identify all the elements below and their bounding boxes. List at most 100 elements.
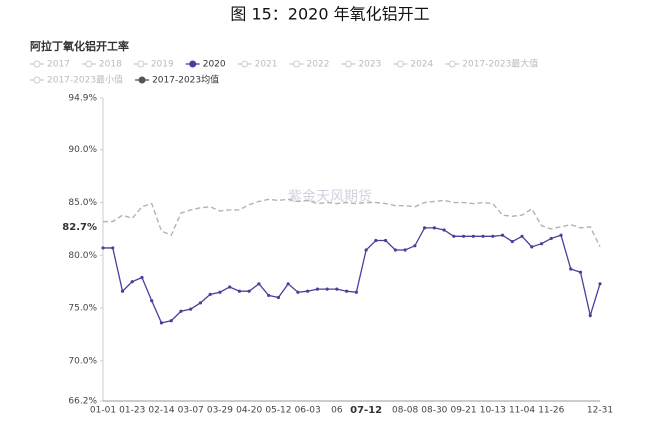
point	[539, 242, 544, 246]
point	[325, 287, 329, 291]
y-tick-label: 75.0%	[68, 304, 97, 314]
legend-marker	[85, 60, 93, 68]
point	[257, 282, 261, 286]
point	[422, 226, 427, 230]
point	[442, 228, 446, 232]
point	[101, 246, 105, 250]
x-tick-label: 01-01	[90, 406, 116, 416]
y-tick-label: 66.2%	[68, 397, 97, 407]
legend-label: 2017-2023均值	[152, 74, 219, 86]
point	[578, 270, 583, 274]
x-tick-label: 11-26	[538, 406, 564, 416]
point	[452, 234, 456, 238]
point	[413, 244, 417, 248]
series-line	[103, 198, 601, 248]
legend-label: 2020	[203, 60, 226, 70]
x-tick-label: 04-20	[236, 406, 262, 416]
point	[598, 282, 602, 286]
chart-subtitle: 阿拉丁氧化铝开工率	[30, 39, 129, 53]
x-tick-label: 08-08	[392, 406, 418, 416]
point	[335, 287, 339, 291]
point	[179, 309, 183, 313]
point	[510, 239, 514, 244]
x-tick-label: 09-21	[450, 406, 476, 416]
x-tick-label: 12-31	[587, 406, 613, 416]
point	[364, 248, 368, 252]
legend-marker	[33, 60, 41, 68]
y-tick-label: 80.0%	[68, 251, 97, 261]
watermark: 紫金天风期货	[288, 188, 372, 205]
annotation-box	[65, 219, 99, 234]
legend-marker	[241, 60, 249, 68]
x-tick-label: 07-12	[350, 405, 382, 416]
y-tick-label: 90.0%	[68, 145, 97, 155]
legend-marker	[189, 60, 197, 68]
point	[296, 290, 300, 294]
point	[315, 287, 319, 291]
legend-label: 2022	[307, 60, 330, 70]
x-tick-label: 10-13	[480, 406, 506, 416]
x-tick-label: 08-30	[421, 406, 447, 416]
legend-label: 2018	[99, 60, 122, 70]
x-tick-label: 03-29	[207, 406, 233, 416]
point	[237, 289, 242, 293]
x-tick-label: 02-14	[148, 406, 174, 416]
point	[374, 238, 378, 243]
legend-label: 2017-2023最小值	[47, 74, 123, 86]
x-tick-label: 05-12	[265, 406, 291, 416]
legend-marker	[448, 60, 456, 68]
point	[198, 301, 203, 305]
point	[403, 248, 407, 252]
point	[286, 282, 290, 286]
y-tick-label: 94.9%	[68, 94, 97, 104]
point	[569, 267, 573, 271]
point	[120, 289, 125, 293]
point	[228, 285, 232, 289]
point	[549, 236, 553, 241]
point	[471, 234, 475, 238]
point	[530, 245, 534, 249]
point	[276, 295, 281, 300]
point	[189, 307, 193, 311]
point	[159, 321, 164, 325]
legend-label: 2024	[410, 60, 433, 70]
legend-label: 2023	[358, 60, 381, 70]
point	[481, 234, 485, 238]
point	[150, 299, 154, 303]
legend-marker	[293, 60, 301, 68]
x-tick-label: 06-03	[295, 406, 321, 416]
point	[306, 289, 310, 293]
chart-title: 图 15：2020 年氧化铝开工	[230, 5, 429, 24]
x-tick-label: 11-04	[509, 406, 535, 416]
legend-label: 2019	[151, 60, 174, 70]
point	[218, 290, 222, 294]
point	[432, 226, 436, 230]
x-tick-label: 03-07	[178, 406, 204, 416]
point	[559, 233, 563, 237]
legend-marker	[138, 76, 146, 84]
point	[111, 246, 115, 250]
legend-marker	[344, 60, 352, 68]
point	[208, 292, 212, 296]
point	[130, 280, 134, 284]
y-tick-label: 85.0%	[68, 198, 97, 208]
point	[140, 275, 144, 280]
point	[520, 234, 524, 238]
point	[588, 313, 592, 318]
legend-marker	[137, 60, 145, 68]
point	[384, 238, 388, 243]
point	[491, 234, 495, 238]
point	[247, 289, 251, 293]
point	[500, 233, 505, 237]
point	[345, 289, 349, 293]
legend-label: 2017-2023最大值	[462, 58, 538, 70]
x-tick-label: 06	[331, 406, 343, 416]
legend-label: 2021	[255, 60, 278, 70]
legend-label: 2017	[47, 60, 70, 70]
point	[393, 248, 397, 252]
point	[461, 234, 466, 238]
y-tick-label: 70.0%	[68, 356, 97, 366]
annotation: 82.7%	[62, 222, 97, 233]
point	[169, 319, 173, 323]
